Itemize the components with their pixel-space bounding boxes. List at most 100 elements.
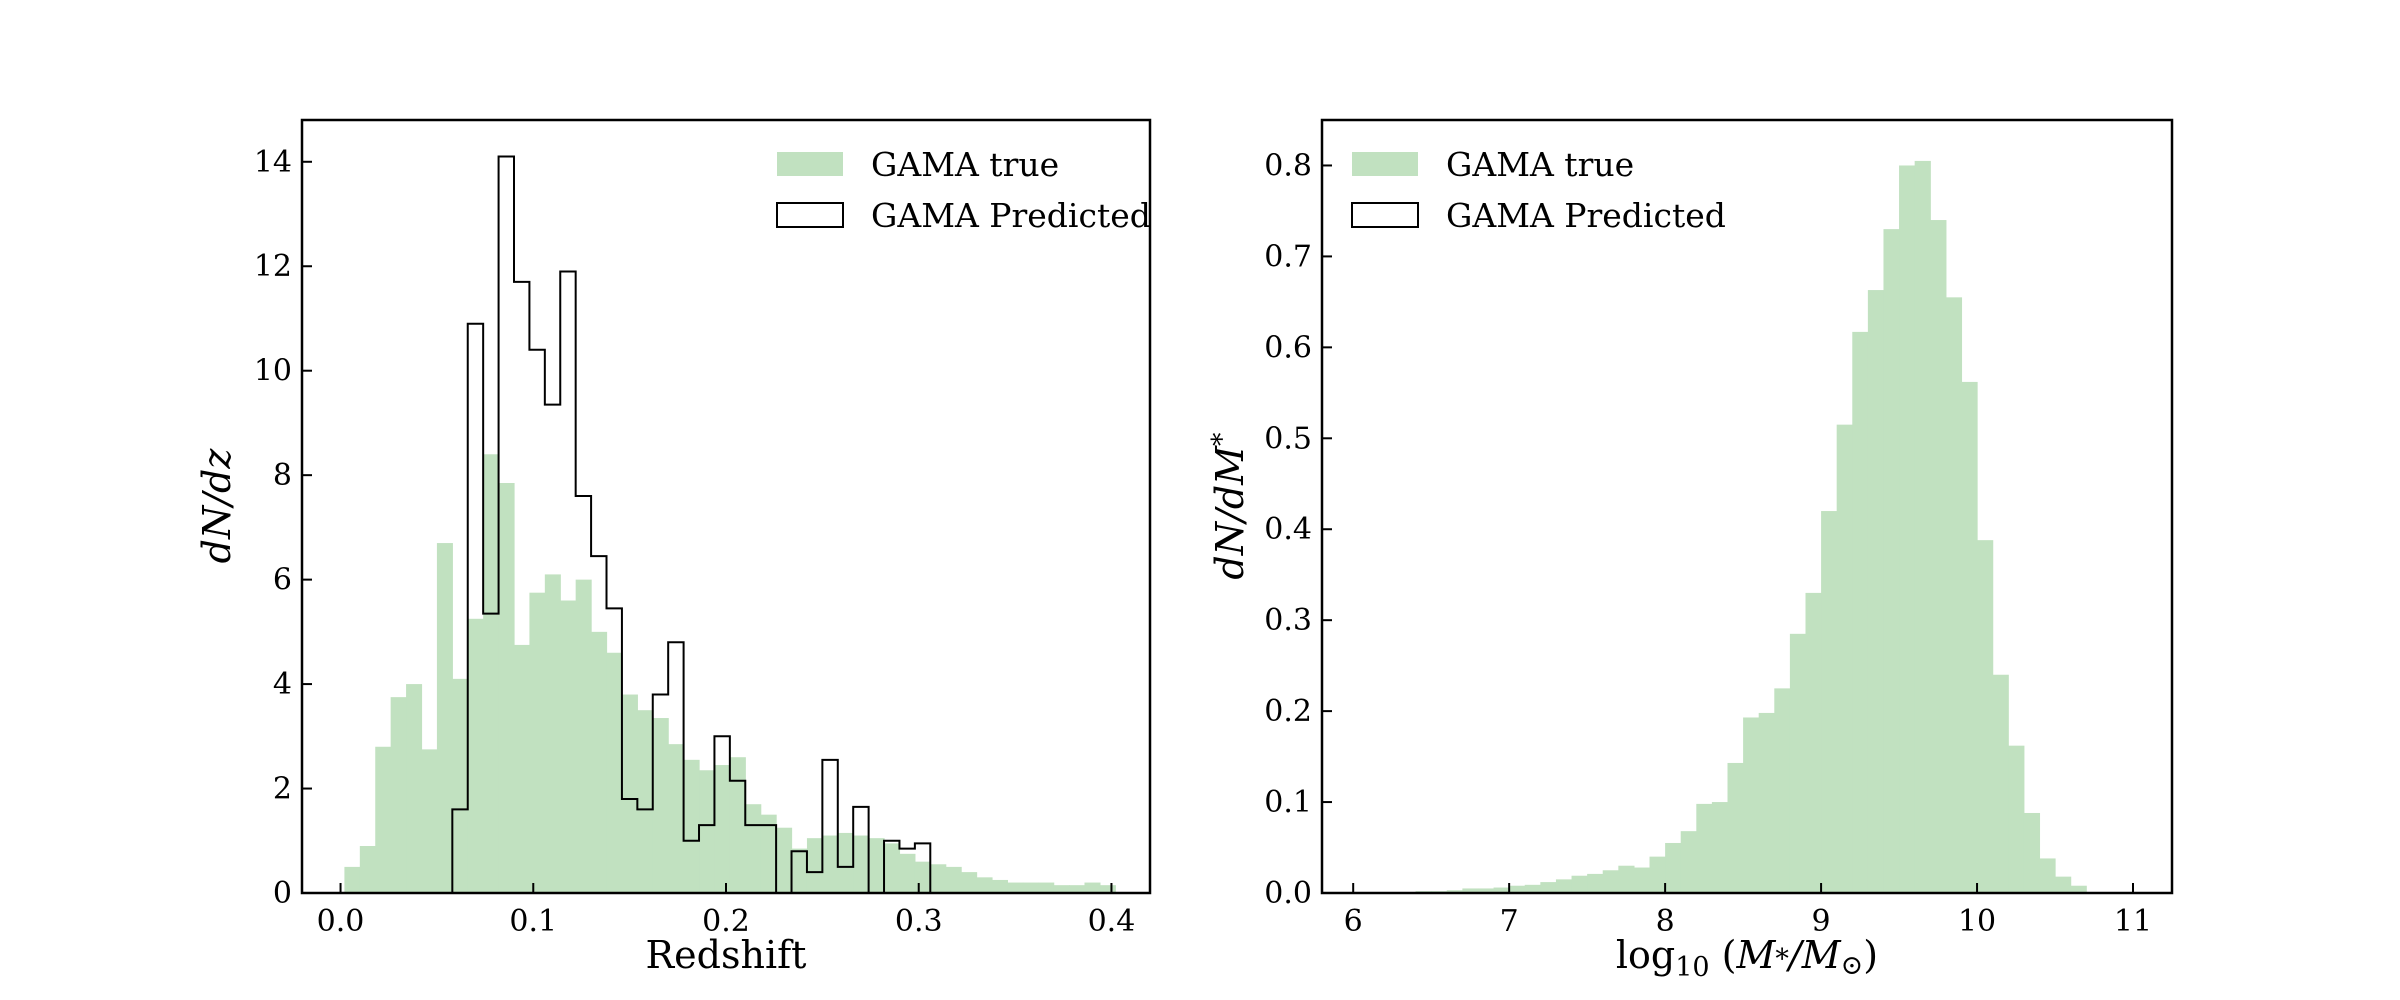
gama-true-bar <box>1665 842 1682 893</box>
gama-true-bar <box>575 579 592 893</box>
legend: GAMA true GAMA Predicted <box>776 145 1151 235</box>
gama-true-bar <box>683 759 700 893</box>
y-tick-label: 12 <box>254 249 292 284</box>
gama-true-bar <box>1462 888 1479 893</box>
x-tick-label: 0.4 <box>1088 904 1136 939</box>
gama-true-bar <box>976 877 993 893</box>
y-label-main: dN/dM <box>1208 445 1252 580</box>
x-tick-label: 7 <box>1500 904 1519 939</box>
gama-true-bar <box>1977 540 1994 893</box>
gama-true-bar <box>1602 870 1619 893</box>
gama-true-bar <box>1961 381 1978 893</box>
gama-true-bars <box>1353 160 2087 894</box>
x-label-slash: / <box>1785 933 1805 977</box>
x-tick-label: 10 <box>1958 904 1996 939</box>
gama-true-bar <box>1540 882 1557 893</box>
legend-label-gama-predicted: GAMA Predicted <box>871 196 1151 235</box>
gama-true-bar <box>1867 290 1885 893</box>
y-tick-label: 0.6 <box>1264 330 1312 365</box>
gama-true-bar <box>2023 812 2041 893</box>
legend: GAMA true GAMA Predicted <box>1351 145 1726 235</box>
gama-true-bar <box>498 482 515 893</box>
gama-true-bar <box>637 710 654 893</box>
gama-true-bar <box>853 835 870 893</box>
gama-true-bar <box>652 718 669 893</box>
gama-true-bar <box>714 765 731 893</box>
x-label-sun-symbol: ⊙ <box>1841 950 1864 981</box>
gama-true-bar <box>1789 633 1807 893</box>
x-tick-label: 9 <box>1812 904 1831 939</box>
gama-true-bar <box>760 814 777 893</box>
gama-true-bar <box>745 804 762 893</box>
gama-true-bar <box>406 684 423 893</box>
gama-true-bar <box>1084 882 1101 893</box>
gama-true-bar <box>1696 803 1713 893</box>
gama-true-bar <box>1649 856 1666 893</box>
plot-frame <box>1320 118 2174 895</box>
gama-true-bar <box>344 866 361 893</box>
gama-true-bar <box>591 631 608 893</box>
gama-true-bar <box>914 861 931 893</box>
legend-swatch-gama-true <box>1352 152 1418 176</box>
gama-true-bar <box>436 543 453 893</box>
y-tick-label: 8 <box>273 458 292 493</box>
redshift-histogram-panel: 0.0 0.1 0.2 0.3 0.4 0 2 4 6 8 10 12 14 Redshift dN/… <box>195 118 1152 977</box>
y-tick-label: 6 <box>273 563 292 598</box>
legend-label-gama-true: GAMA true <box>871 145 1059 184</box>
gama-true-bar <box>1680 831 1697 893</box>
x-label-log-base: 10 <box>1675 952 1709 983</box>
x-label-open-paren: ( <box>1710 933 1737 977</box>
gama-true-bar <box>1743 717 1760 893</box>
y-label-star: * <box>1207 432 1238 446</box>
gama-true-bar <box>2055 876 2072 893</box>
x-tick-label: 8 <box>1656 904 1675 939</box>
gama-true-bar <box>1446 890 1463 893</box>
x-tick-label: 0.3 <box>895 904 943 939</box>
gama-true-bar <box>791 848 808 893</box>
legend-label-gama-predicted: GAMA Predicted <box>1446 196 1726 235</box>
gama-true-bar <box>668 744 685 893</box>
gama-true-bar <box>421 749 438 893</box>
x-label-mass-sun: M <box>1801 933 1842 977</box>
gama-true-bar <box>822 835 839 893</box>
gama-true-bar <box>467 618 484 893</box>
gama-true-bar <box>1524 884 1541 893</box>
y-tick-label: 0.4 <box>1264 512 1312 547</box>
gama-true-bar <box>375 746 392 893</box>
gama-true-bar <box>776 827 793 893</box>
gama-true-bar <box>1069 885 1086 893</box>
x-label-log: log <box>1616 933 1675 977</box>
gama-true-bar <box>1555 879 1573 893</box>
y-axis-label: dN/dz <box>195 448 239 564</box>
gama-true-bar <box>2039 858 2056 893</box>
gama-true-bar <box>1099 885 1116 893</box>
gama-true-bar <box>1571 875 1588 893</box>
gama-true-bar <box>991 879 1008 893</box>
gama-true-bar <box>359 845 376 893</box>
gama-true-bar <box>1774 688 1791 893</box>
gama-true-bar <box>514 644 531 893</box>
x-axis-label: log10 (M*/M⊙) <box>1616 933 1878 983</box>
gama-true-bar <box>1493 887 1510 893</box>
gama-true-bar <box>1007 882 1024 893</box>
y-tick-label: 0.7 <box>1264 239 1312 274</box>
x-tick-label: 0.0 <box>317 904 365 939</box>
y-tick-label: 0.8 <box>1264 148 1312 183</box>
gama-true-bar <box>483 454 500 893</box>
y-axis-label: dN/dM* <box>1207 432 1252 580</box>
y-tick-label: 0.5 <box>1264 421 1312 456</box>
gama-true-bar <box>961 872 978 893</box>
gama-true-bar <box>1899 165 1916 893</box>
y-tick-label: 0.3 <box>1264 603 1312 638</box>
gama-true-bar <box>390 697 407 893</box>
y-ticks: 0.0 0.1 0.2 0.3 0.4 0.5 0.6 0.7 0.8 <box>1264 148 1332 911</box>
gama-true-bar <box>868 838 885 893</box>
gama-true-bar <box>1992 674 2009 893</box>
x-tick-label: 6 <box>1344 904 1363 939</box>
gama-true-bar <box>1509 885 1526 893</box>
gama-true-bar <box>1821 511 1838 893</box>
gama-true-bar <box>1945 297 1963 893</box>
legend-label-gama-true: GAMA true <box>1446 145 1634 184</box>
gama-true-bar <box>544 574 561 893</box>
